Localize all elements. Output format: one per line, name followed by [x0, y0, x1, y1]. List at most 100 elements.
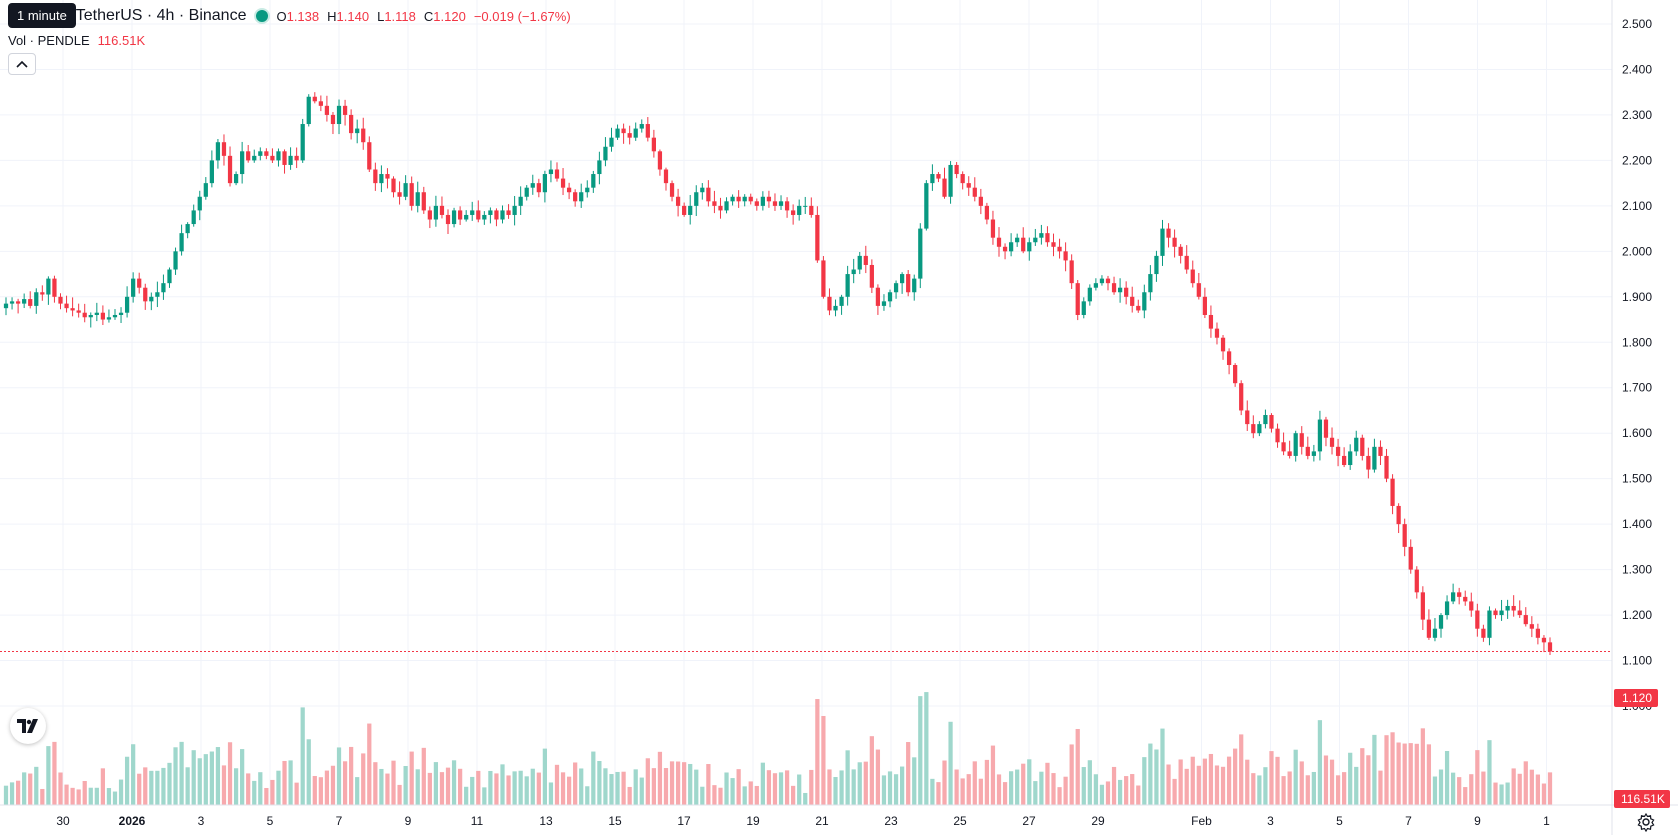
candle-body	[1008, 242, 1014, 252]
candle-body	[706, 187, 711, 202]
volume-bar	[700, 786, 705, 805]
candle-body	[1414, 569, 1419, 593]
volume-legend[interactable]: Vol · PENDLE 116.51K	[8, 31, 145, 49]
candle-body	[3, 303, 9, 309]
candle-body	[28, 299, 33, 306]
volume-bar	[106, 788, 112, 805]
volume-bar	[1063, 776, 1068, 805]
volume-bar	[349, 746, 354, 805]
volume-bar	[445, 767, 451, 805]
candle-body	[1027, 242, 1032, 252]
price-tick-label: 2.200	[1622, 153, 1652, 167]
symbol-legend[interactable]: E / TetherUS · 4h · Binance O1.138 H1.14…	[8, 5, 571, 27]
volume-bar	[784, 770, 790, 805]
volume-bar	[990, 745, 996, 805]
volume-bar	[476, 770, 481, 805]
candle-body	[433, 205, 439, 220]
candle-body	[233, 174, 239, 184]
volume-bar	[972, 761, 977, 805]
candle-body	[1511, 605, 1516, 611]
candle-body	[1469, 601, 1474, 611]
volume-bar	[978, 778, 983, 805]
candle-body	[506, 210, 511, 215]
candle-body	[288, 155, 293, 165]
candle-body	[22, 299, 27, 304]
volume-bar	[40, 788, 45, 805]
candle-body	[9, 301, 15, 304]
candle-body	[246, 151, 251, 161]
volume-bar	[282, 760, 287, 805]
chart-grid	[0, 0, 1612, 805]
volume-bar	[288, 760, 293, 805]
candle-body	[906, 274, 911, 293]
candle-body	[1354, 437, 1359, 452]
candle-body	[324, 105, 330, 115]
volume-bar	[82, 780, 87, 805]
candle-body	[857, 255, 862, 270]
price-tick-label: 2.400	[1622, 62, 1652, 76]
time-tick-label: 15	[608, 814, 622, 828]
volume-bar	[1130, 774, 1135, 805]
candle-body	[948, 164, 953, 197]
candle-body	[1311, 451, 1316, 456]
tradingview-logo[interactable]	[10, 708, 46, 744]
symbol-title[interactable]: E / TetherUS · 4h · Binance	[52, 7, 247, 24]
volume-bar	[1511, 768, 1516, 805]
volume-bar	[791, 785, 796, 805]
candle-body	[960, 174, 965, 184]
price-axis[interactable]: 2.500 2.400 2.300 2.200 2.100 2.000 1.900 1.800…	[1622, 17, 1652, 713]
candle-body	[476, 210, 481, 220]
candle-body	[1178, 246, 1183, 256]
candle-body	[270, 155, 275, 161]
volume-bar	[427, 772, 432, 805]
volume-bar	[815, 699, 820, 805]
volume-bar	[1408, 743, 1413, 805]
candle-body	[421, 192, 426, 211]
candle-body	[573, 192, 578, 202]
candle-body	[342, 105, 348, 115]
candle-body	[149, 296, 154, 302]
volume-bar	[1057, 787, 1062, 805]
candle-body	[464, 214, 469, 220]
gear-icon[interactable]	[1636, 812, 1656, 832]
candle-body	[560, 178, 566, 188]
volume-bar	[1426, 744, 1432, 805]
volume-bar	[930, 778, 935, 805]
volume-bar	[621, 771, 626, 805]
volume-bar	[1021, 763, 1026, 805]
candle-body	[530, 183, 535, 188]
candle-body	[1499, 610, 1504, 616]
candle-body	[815, 214, 820, 261]
candle-body	[548, 169, 554, 175]
volume-bar	[1251, 773, 1256, 805]
volume-bar	[645, 758, 650, 805]
candle-body	[494, 210, 499, 220]
volume-bar	[439, 772, 445, 805]
volume-bar	[28, 773, 33, 805]
candle-body	[536, 183, 541, 193]
time-tick-label: 19	[746, 814, 760, 828]
candle-body	[736, 196, 741, 202]
volume-bar	[451, 760, 457, 805]
volume-bar	[15, 780, 21, 805]
volume-bar	[675, 761, 681, 805]
volume-bar	[1136, 785, 1141, 805]
volume-bar	[1275, 756, 1280, 805]
volume-bar	[954, 769, 959, 805]
time-axis[interactable]: 30 2026 3 5 7 9 11 13 15 17 19 21 23 25 27 29 Feb 3 5 7 9 1	[56, 814, 1550, 828]
candle-body	[264, 151, 269, 156]
volume-bar	[1475, 750, 1480, 805]
candle-body	[64, 303, 69, 309]
volume-bar	[191, 750, 196, 805]
volume-bar	[1184, 768, 1189, 805]
volume-bar	[1305, 775, 1310, 805]
candle-body	[591, 174, 596, 188]
collapse-legend-button[interactable]	[8, 53, 36, 75]
volume-bar	[88, 787, 93, 805]
candle-body	[1317, 419, 1323, 452]
candle-body	[349, 114, 354, 134]
volume-bar	[603, 768, 608, 805]
candle-body	[754, 201, 759, 206]
candle-body	[385, 174, 390, 179]
